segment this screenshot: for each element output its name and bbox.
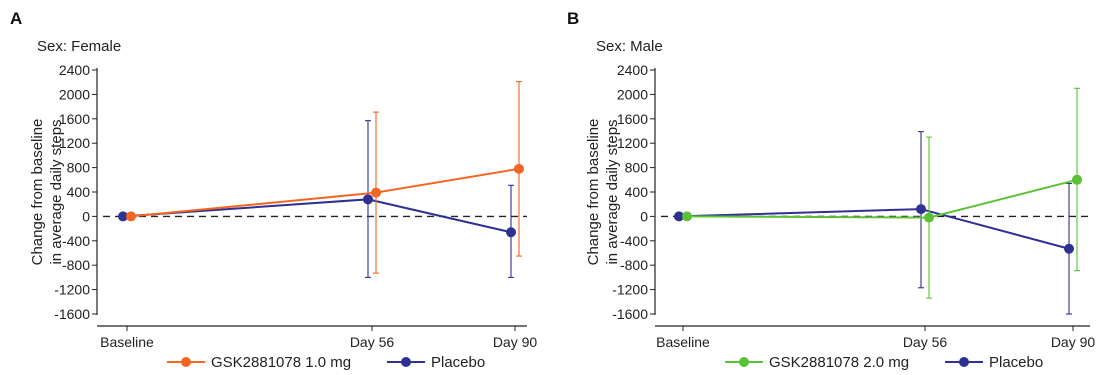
treatment-point xyxy=(924,212,934,223)
y-tick-label: 400 xyxy=(625,184,649,200)
y-tick-label: 1200 xyxy=(617,135,648,151)
treatment-point xyxy=(126,211,136,222)
x-tick-label: Baseline xyxy=(100,334,154,350)
y-tick-label: 2000 xyxy=(617,86,648,102)
placebo-point xyxy=(363,194,373,205)
y-tick-label: -400 xyxy=(620,233,648,249)
panel-a: A Sex: Female Change from baseline in avera… xyxy=(10,9,537,371)
legend-placebo-label: Placebo xyxy=(431,354,485,371)
placebo-point xyxy=(674,211,684,222)
x-tick-label: Day 90 xyxy=(1051,334,1096,350)
placebo-point xyxy=(506,227,516,238)
treatment-point xyxy=(514,163,524,174)
placebo-line xyxy=(678,208,1070,250)
y-axis-label-line: in average daily steps xyxy=(48,119,65,264)
y-tick-label: 1600 xyxy=(59,111,90,127)
y-tick-label: 400 xyxy=(67,184,91,200)
treatment-line xyxy=(686,178,1078,219)
legend-treatment-label: GSK2881078 2.0 mg xyxy=(769,354,909,371)
y-tick-label: -1200 xyxy=(612,282,648,298)
legend-placebo-label: Placebo xyxy=(989,354,1043,371)
placebo-point xyxy=(118,211,128,222)
y-tick-label: 2400 xyxy=(617,62,648,78)
y-axis-label: Change from baseline in average daily ste… xyxy=(585,119,621,266)
panel-letter-a: A xyxy=(10,9,22,28)
y-tick-label: -400 xyxy=(62,233,90,249)
y-tick-label: 0 xyxy=(640,208,648,224)
x-tick-label: Day 56 xyxy=(350,334,395,350)
y-tick-label: 2000 xyxy=(59,86,90,102)
y-tick-label: 800 xyxy=(67,160,91,176)
panel-letter-b: B xyxy=(567,9,579,28)
placebo-point xyxy=(916,204,926,215)
y-tick-label: -1600 xyxy=(612,306,648,322)
treatment-point xyxy=(682,211,692,222)
panel-subtitle-b: Sex: Male xyxy=(596,38,663,55)
treatment-point xyxy=(371,187,381,198)
y-axis-label: Change from baseline in average daily ste… xyxy=(29,119,65,266)
legend-treatment-label: GSK2881078 1.0 mg xyxy=(211,354,351,371)
y-axis-label-line: Change from baseline xyxy=(585,119,602,266)
panel-b: B Sex: Male Change from baseline in average… xyxy=(567,9,1095,371)
x-tick-label: Baseline xyxy=(656,334,710,350)
y-tick-label: 0 xyxy=(82,208,90,224)
y-tick-label: -800 xyxy=(62,257,90,273)
treatment-line xyxy=(130,167,520,218)
legend-placebo-marker xyxy=(401,357,411,367)
x-tick-label: Day 56 xyxy=(903,334,948,350)
y-tick-label: -1200 xyxy=(54,282,90,298)
legend-treatment-marker xyxy=(181,357,191,367)
y-tick-label: 800 xyxy=(625,160,649,176)
y-tick-label: -800 xyxy=(620,257,648,273)
y-tick-label: 2400 xyxy=(59,62,90,78)
y-axis-label-line: in average daily steps xyxy=(604,119,621,264)
y-tick-label: 1200 xyxy=(59,135,90,151)
legend-treatment-marker xyxy=(739,357,749,367)
placebo-point xyxy=(1064,243,1074,254)
x-tick-label: Day 90 xyxy=(493,334,538,350)
panel-subtitle-a: Sex: Female xyxy=(37,38,121,55)
legend-placebo-marker xyxy=(959,357,969,367)
y-tick-label: -1600 xyxy=(54,306,90,322)
treatment-point xyxy=(1072,174,1082,185)
y-axis-label-line: Change from baseline xyxy=(29,119,46,266)
y-tick-label: 1600 xyxy=(617,111,648,127)
